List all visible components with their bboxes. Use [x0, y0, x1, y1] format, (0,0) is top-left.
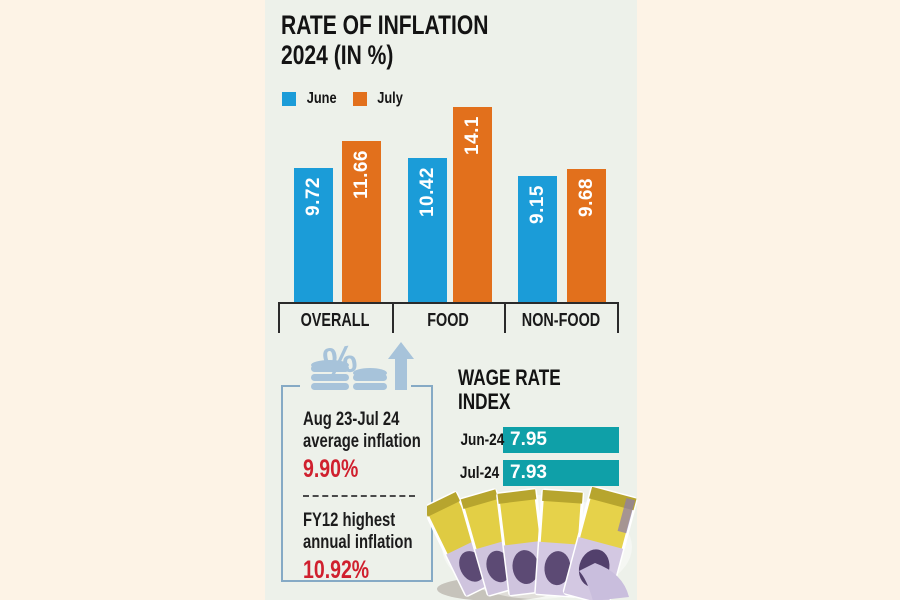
banknote — [496, 488, 549, 597]
inflation-stats-box: Aug 23-Jul 24 average inflation 9.90% FY… — [281, 385, 433, 585]
chart-legend: June July — [282, 90, 406, 108]
category-label-text: NON-FOOD — [521, 309, 600, 330]
wage-rate-index-title: WAGE RATE INDEX — [458, 366, 590, 414]
banknotes-image — [427, 487, 638, 600]
bar-value-label: 14.1 — [461, 116, 483, 155]
bar-july-overall: 11.66 — [342, 141, 381, 303]
bar-value-label: 9.68 — [575, 178, 597, 217]
bar-value-label: 10.42 — [416, 167, 438, 218]
category-label-non-food: NON-FOOD — [504, 307, 617, 333]
wage-row-label-text: Jul-24 — [459, 463, 500, 482]
wage-bar: 7.93 — [503, 460, 619, 486]
legend-swatch — [282, 92, 296, 106]
bar-july-food: 14.1 — [453, 107, 492, 303]
stat-value: 9.90% — [303, 455, 359, 483]
stat-label: annual inflation — [303, 532, 413, 553]
legend-item-july: July — [353, 90, 406, 108]
stat-label: FY12 highest — [303, 510, 396, 531]
legend-item-june: June — [282, 90, 340, 108]
wage-bar-value: 7.95 — [510, 429, 547, 450]
wage-bar-value: 7.93 — [510, 462, 547, 483]
legend-label: June — [306, 90, 337, 107]
bar-value-label: 9.15 — [526, 185, 548, 224]
category-label-text: OVERALL — [300, 309, 370, 330]
title-line2: 2024 (IN %) — [281, 40, 394, 70]
axis-tick — [278, 304, 280, 333]
bar-june-food: 10.42 — [408, 158, 447, 303]
wage-title-line1: WAGE RATE — [458, 365, 561, 390]
bar-value-label: 9.72 — [302, 177, 324, 216]
page-title: RATE OF INFLATION 2024 (IN %) — [281, 10, 547, 70]
stat-highest-inflation: FY12 highest annual inflation 10.92% — [303, 510, 431, 585]
wage-bar: 7.95 — [503, 427, 620, 453]
dashed-divider — [303, 495, 415, 497]
category-axis: OVERALL FOOD NON-FOOD — [278, 302, 619, 335]
inflation-bar-chart: 9.72 10.42 9.15 11.66 14.1 9.68 — [265, 0, 637, 303]
coins-percent-rise-icon: % — [311, 340, 414, 390]
axis-tick — [617, 304, 619, 333]
wage-row-label: Jul-24 — [455, 463, 499, 483]
axis-tick — [504, 304, 506, 333]
category-label-text: FOOD — [427, 309, 469, 330]
axis-tick — [392, 304, 394, 333]
stat-label: Aug 23-Jul 24 — [303, 409, 400, 430]
legend-swatch — [353, 92, 368, 106]
category-label-food: FOOD — [392, 307, 504, 333]
wage-row-label-text: Jun-24 — [460, 430, 505, 449]
stat-value: 10.92% — [303, 556, 370, 584]
bar-july-non-food: 9.68 — [567, 169, 606, 303]
wage-row-jul-24: Jul-24 7.93 — [455, 460, 619, 486]
bar-value-label: 11.66 — [350, 150, 372, 199]
legend-label: July — [377, 90, 404, 107]
stat-label: average inflation — [303, 431, 421, 452]
stat-average-inflation: Aug 23-Jul 24 average inflation 9.90% — [303, 409, 431, 484]
bar-june-non-food: 9.15 — [518, 176, 557, 303]
title-line1: RATE OF INFLATION — [281, 10, 489, 40]
wage-row-label: Jun-24 — [455, 430, 504, 450]
wage-row-jun-24: Jun-24 7.95 — [455, 427, 620, 453]
category-label-overall: OVERALL — [278, 307, 392, 333]
wage-rate-bars: Jun-24 7.95 Jul-24 7.93 — [455, 427, 620, 486]
bar-june-overall: 9.72 — [294, 168, 333, 303]
wage-title-line2: INDEX — [458, 389, 511, 414]
